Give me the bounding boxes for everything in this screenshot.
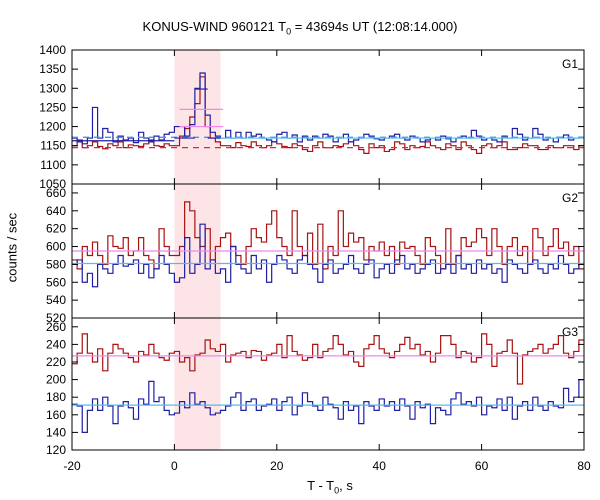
y-tick-label: 160 — [46, 408, 66, 422]
title-prefix: KONUS-WIND 960121 T — [142, 19, 287, 34]
x-axis-label: T - T0, s — [0, 478, 600, 496]
x-label-subscript: 0 — [334, 485, 340, 496]
x-tick-label: 80 — [577, 459, 591, 473]
y-tick-label: 1050 — [39, 177, 66, 191]
y-tick-label: 240 — [46, 337, 66, 351]
y-tick-label: 1350 — [39, 62, 66, 76]
y-tick-label: 520 — [46, 311, 66, 325]
y-tick-label: 1400 — [39, 43, 66, 57]
y-tick-label: 640 — [46, 204, 66, 218]
y-tick-label: 660 — [46, 186, 66, 200]
series-blue-line — [72, 72, 584, 145]
y-tick-label: 220 — [46, 355, 66, 369]
y-tick-label: 1200 — [39, 120, 66, 134]
highlight-interval — [174, 318, 221, 450]
x-label-prefix: T - T — [307, 478, 335, 493]
y-axis-label: counts / sec — [4, 212, 20, 283]
y-tick-label: 560 — [46, 275, 66, 289]
panel-label: G1 — [562, 57, 578, 71]
x-tick-label: 60 — [475, 459, 489, 473]
y-tick-label: 540 — [46, 293, 66, 307]
series-red-line — [72, 76, 584, 154]
x-tick-label: -20 — [63, 459, 81, 473]
series-blue-line — [72, 223, 584, 288]
y-tick-label: 120 — [46, 443, 66, 457]
x-tick-label: 0 — [171, 459, 178, 473]
y-tick-label: 600 — [46, 240, 66, 254]
y-tick-label: 180 — [46, 390, 66, 404]
y-tick-label: 200 — [46, 373, 66, 387]
title-suffix: = 43694s UT (12:08:14.000) — [291, 19, 458, 34]
highlight-interval — [174, 50, 221, 184]
panel-label: G3 — [562, 325, 578, 339]
x-tick-label: 40 — [373, 459, 387, 473]
panel-frame — [71, 49, 585, 185]
y-tick-label: 1100 — [40, 158, 66, 172]
y-tick-label: 580 — [46, 257, 66, 271]
y-tick-label: 1250 — [39, 100, 66, 114]
y-tick-label: 1300 — [39, 81, 66, 95]
series-red-line — [72, 201, 584, 270]
x-label-suffix: , s — [339, 478, 353, 493]
series-red-line — [72, 333, 584, 385]
chart-title: KONUS-WIND 960121 T0 = 43694s UT (12:08:… — [0, 19, 600, 37]
series-blue-line — [72, 379, 584, 433]
y-tick-label: 620 — [46, 222, 66, 236]
y-tick-label: 1150 — [40, 139, 66, 153]
title-subscript: 0 — [286, 26, 292, 37]
y-tick-label: 260 — [46, 320, 66, 334]
panel-frame — [71, 317, 585, 451]
panel-label: G2 — [562, 191, 578, 205]
y-tick-label: 140 — [46, 425, 66, 439]
x-tick-label: 20 — [270, 459, 284, 473]
